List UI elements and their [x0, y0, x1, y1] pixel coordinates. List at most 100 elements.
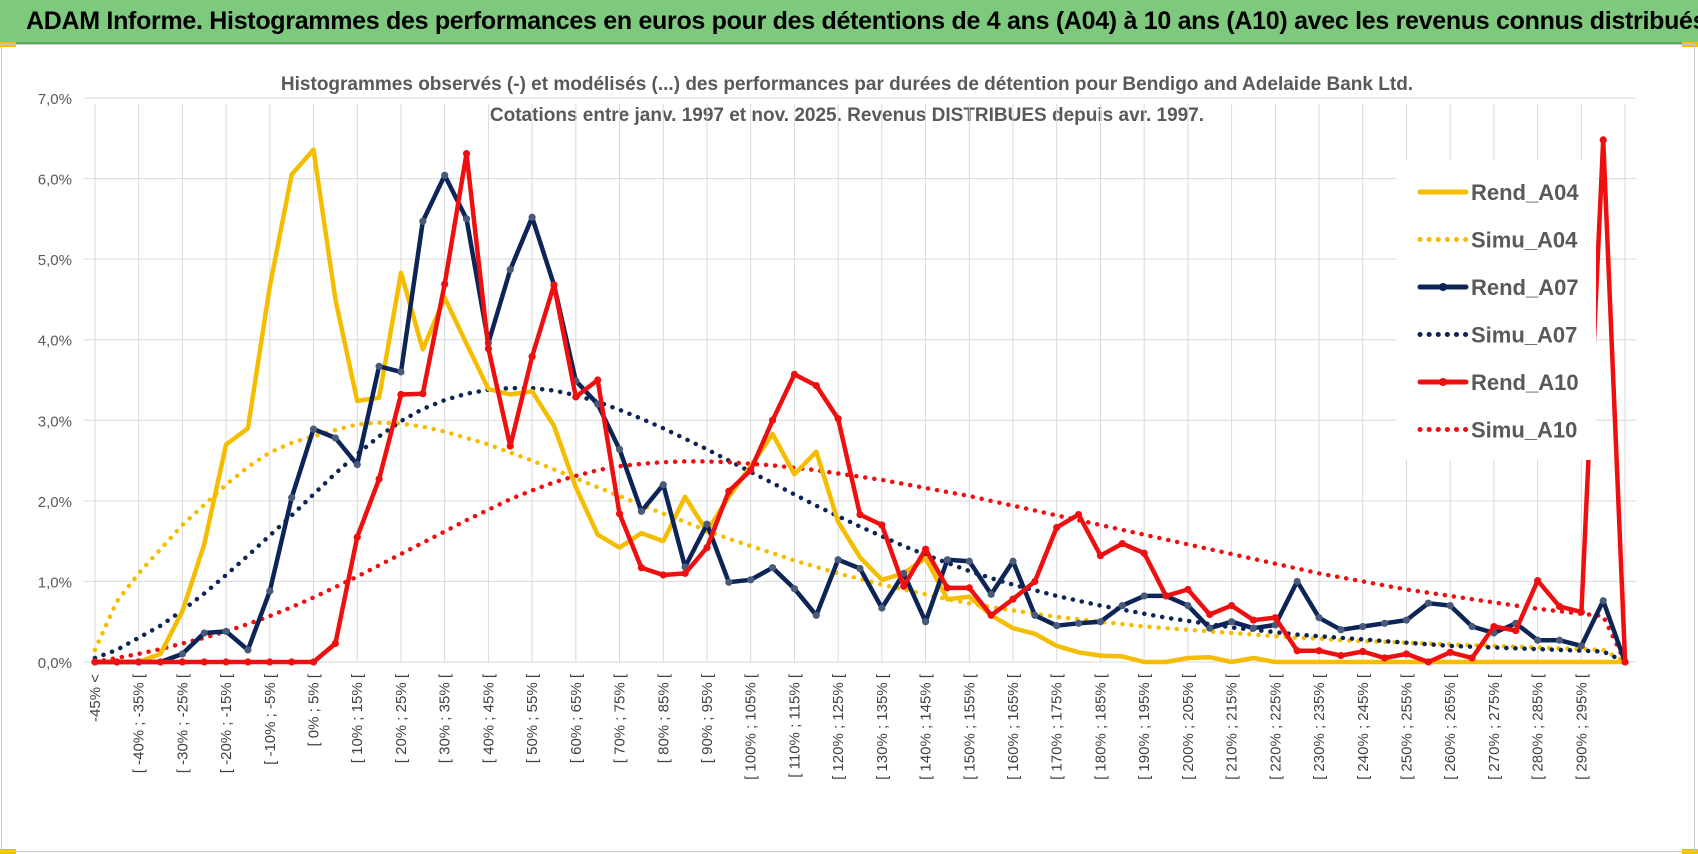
data-point [200, 629, 208, 637]
data-point [1490, 622, 1498, 631]
data-point [288, 658, 296, 666]
data-point [1534, 636, 1542, 644]
data-point [1184, 602, 1192, 610]
data-point [1424, 599, 1432, 607]
data-point [1053, 622, 1061, 630]
data-point [1381, 619, 1389, 627]
y-axis: 0,0% 1,0% 2,0% 3,0% 4,0% 5,0% 6,0% 7,0% [38, 91, 72, 672]
x-tick-label: [ 230% ; 235% [ [1311, 673, 1328, 780]
data-point [1577, 642, 1585, 650]
x-axis: -45% < [ -40% ; -35% [[ -30% ; -25% [[ -2… [87, 673, 1590, 780]
data-point [615, 445, 624, 453]
y-tick-label: 3,0% [38, 413, 72, 430]
data-point [178, 658, 186, 666]
data-point [637, 564, 646, 572]
legend-marker [1439, 378, 1447, 386]
data-point [1228, 618, 1236, 626]
data-point [1118, 602, 1126, 610]
y-tick-label: 0,0% [38, 655, 72, 672]
data-point [834, 415, 842, 423]
data-point [637, 507, 646, 515]
data-point [768, 564, 777, 572]
data-point [1402, 616, 1411, 624]
x-tick-label: [ 140% ; 145% [ [918, 673, 935, 780]
series-line-rend_a04 [92, 147, 1628, 665]
data-point [659, 571, 667, 579]
legend-label: Simu_A10 [1471, 418, 1577, 443]
data-point [1009, 557, 1017, 565]
data-point [1249, 616, 1258, 624]
data-point [878, 521, 886, 529]
data-point [156, 658, 165, 666]
data-point [747, 576, 755, 584]
data-point [1293, 577, 1301, 586]
data-point [397, 368, 405, 376]
data-point [725, 578, 733, 586]
data-point [790, 585, 799, 593]
data-point [725, 487, 733, 495]
data-point [1599, 136, 1607, 144]
data-point [834, 556, 842, 564]
data-point [288, 494, 296, 502]
y-tick-label: 2,0% [38, 494, 72, 511]
data-point [1446, 602, 1454, 610]
x-tick-label: [ 110% ; 115% [ [786, 673, 803, 778]
y-tick-label: 6,0% [38, 172, 72, 189]
data-point [506, 266, 514, 274]
x-tick-label: [ 120% ; 125% [ [830, 673, 847, 780]
data-point [856, 564, 864, 573]
legend-label: Simu_A04 [1471, 228, 1578, 253]
x-tick-label: [ -20% ; -15% [ [218, 673, 235, 773]
data-point [309, 425, 318, 433]
data-point [309, 658, 318, 666]
data-point [1031, 611, 1039, 619]
x-tick-label: [ 90% ; 95% [ [699, 673, 716, 763]
data-point [353, 461, 361, 469]
data-point [266, 587, 274, 595]
chart-title: Histogrammes observés (-) et modélisés (… [281, 74, 1413, 95]
x-tick-label: [ 290% ; 295% [ [1573, 673, 1590, 780]
data-point [965, 557, 973, 565]
data-point [1337, 626, 1345, 634]
data-point [1096, 552, 1105, 560]
header-banner: ADAM Informe. Histogrammes des performan… [0, 0, 1698, 44]
series-line-simu_a07 [92, 385, 1628, 665]
legend-label: Rend_A07 [1471, 275, 1579, 300]
x-tick-label: [ 160% ; 165% [ [1005, 673, 1022, 780]
x-tick-label: [ 40% ; 45% [ [480, 673, 497, 763]
x-tick-label: [ 240% ; 245% [ [1355, 673, 1372, 780]
data-point [222, 658, 230, 666]
data-point [1402, 650, 1411, 658]
data-point [1534, 577, 1542, 585]
x-tick-label: [ 30% ; 35% [ [437, 673, 454, 763]
data-point [943, 556, 952, 564]
data-point [550, 281, 558, 289]
legend: Rend_A04 Simu_A04 Rend_A07 Simu_A07 Rend_A10… [1396, 160, 1596, 460]
legend-marker [1439, 283, 1447, 291]
data-point [1293, 647, 1301, 655]
plot-area [91, 136, 1629, 666]
x-tick-label: [ 180% ; 185% [ [1092, 673, 1109, 780]
data-point [528, 213, 536, 221]
data-point [1359, 622, 1367, 631]
series-line-simu_a04 [92, 420, 1628, 665]
legend-box [1396, 160, 1596, 460]
x-tick-label: [ 280% ; 285% [ [1530, 673, 1547, 780]
x-tick-label: [ 150% ; 155% [ [961, 673, 978, 780]
data-point [943, 584, 952, 592]
data-point [135, 658, 143, 666]
x-tick-label: [ 10% ; 15% [ [349, 673, 366, 763]
data-point [1206, 610, 1214, 619]
series-line-rend_a07 [92, 173, 1628, 665]
data-point [1206, 624, 1214, 632]
x-tick-label: [ 20% ; 25% [ [393, 673, 410, 763]
data-point [1074, 510, 1083, 519]
x-tick-label: [ 270% ; 275% [ [1486, 673, 1503, 780]
data-point [113, 658, 121, 666]
data-point [331, 434, 339, 442]
data-point [1359, 647, 1367, 656]
data-point [1053, 523, 1061, 532]
x-tick-label: [ 170% ; 175% [ [1049, 673, 1066, 780]
data-point [856, 510, 864, 519]
